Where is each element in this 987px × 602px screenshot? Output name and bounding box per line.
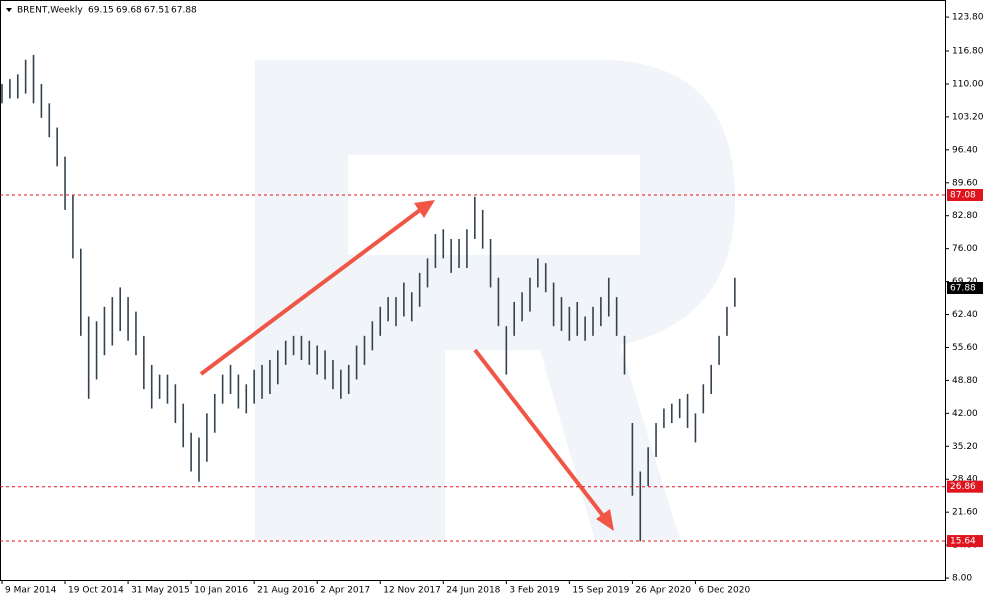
y-tick-label: 123.80: [952, 13, 984, 23]
y-tick-label: 62.40: [952, 310, 978, 320]
y-tick-label: 110.00: [952, 79, 984, 89]
x-tick-label: 21 Aug 2016: [257, 586, 315, 596]
y-tick-label: 42.00: [952, 409, 978, 419]
x-tick-label: 6 Dec 2020: [698, 586, 750, 596]
y-tick-label: 28.40: [952, 475, 978, 485]
menu-triangle[interactable]: [6, 8, 12, 12]
watermark: [255, 60, 735, 540]
level-tag: [947, 480, 983, 493]
level-label: 15.64: [950, 537, 976, 547]
x-tick-label: 31 May 2015: [131, 586, 190, 596]
arrow-up: [199, 208, 422, 376]
y-tick-label: 48.80: [952, 376, 978, 386]
x-tick-label: 24 Jun 2018: [446, 586, 500, 596]
y-tick-label: 8.00: [952, 574, 972, 584]
y-tick-label: 82.80: [952, 211, 978, 221]
bars: [1, 54, 736, 542]
x-tick-label: 3 Feb 2019: [509, 586, 560, 596]
x-tick-label: 10 Jan 2016: [194, 586, 248, 596]
level-label: 26.86: [950, 482, 976, 492]
arrow-head: [596, 509, 614, 531]
open: 69.15: [88, 6, 114, 16]
y-tick-label: 89.60: [952, 178, 978, 188]
y-tick-label: 103.20: [952, 112, 984, 122]
high: 69.68: [116, 6, 142, 16]
y-tick-label: 55.60: [952, 343, 978, 353]
y-tick-label: 96.40: [952, 145, 978, 155]
level-label: 87.08: [950, 190, 976, 200]
x-tick-label: 15 Sep 2019: [572, 586, 629, 596]
level-tag: [947, 188, 983, 201]
x-tick-label: 26 Apr 2020: [635, 586, 691, 596]
last-price-label: 67.88: [950, 283, 976, 293]
y-tick-label: 35.20: [952, 442, 978, 452]
arrows: [199, 200, 614, 531]
plot-frame: [0, 0, 946, 581]
x-tick-label: 12 Nov 2017: [383, 586, 441, 596]
y-tick-label: 116.80: [952, 47, 984, 57]
arrow-down: [473, 348, 606, 519]
level-tag: [947, 535, 983, 548]
y-tick-label: 21.60: [952, 508, 978, 518]
y-tick-label: 76.00: [952, 244, 978, 254]
last-price-tag: [947, 281, 983, 294]
x-tick-label: 9 Mar 2014: [5, 586, 57, 596]
x-tick-label: 2 Apr 2017: [320, 586, 370, 596]
low: 67.51: [144, 6, 170, 16]
symbol: BRENT,Weekly: [17, 6, 83, 16]
arrow-head: [414, 200, 435, 218]
x-tick-label: 19 Oct 2014: [68, 586, 124, 596]
close: 67.88: [171, 6, 197, 16]
